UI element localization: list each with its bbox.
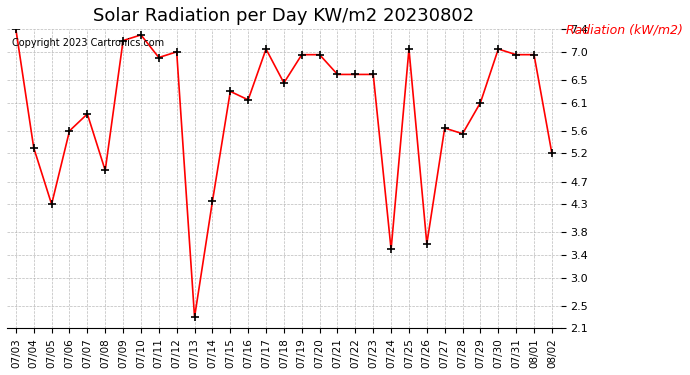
- Title: Solar Radiation per Day KW/m2 20230802: Solar Radiation per Day KW/m2 20230802: [93, 7, 475, 25]
- Text: Copyright 2023 Cartronics.com: Copyright 2023 Cartronics.com: [12, 38, 165, 48]
- Text: Radiation (kW/m2): Radiation (kW/m2): [566, 23, 683, 36]
